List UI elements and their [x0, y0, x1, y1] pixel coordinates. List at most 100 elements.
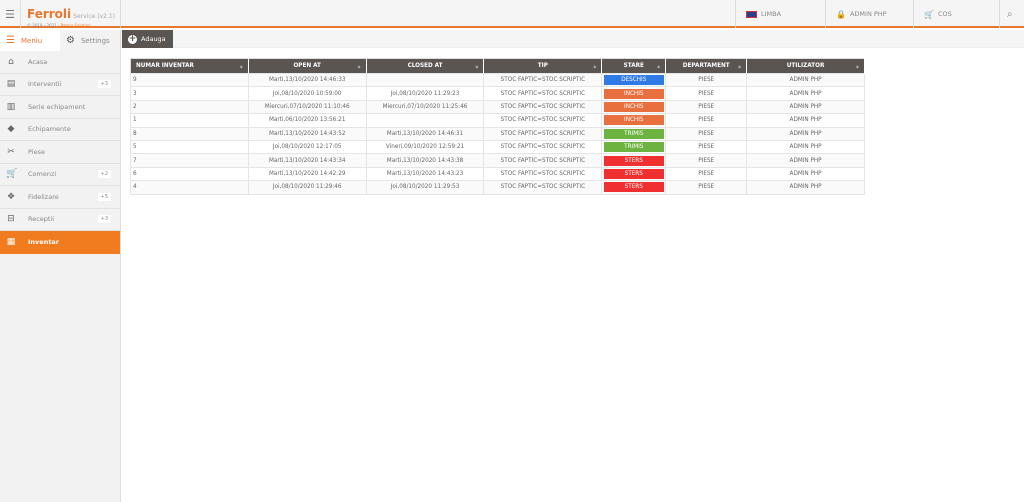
tab-menu[interactable]: ☰ Meniu	[0, 30, 60, 51]
add-label: Adauga	[141, 35, 166, 43]
top-header: ☰ Ferroli Service (v2.1) © 2019 - 2021 - …	[0, 0, 1024, 28]
table-row[interactable]: 9 Marti,13/10/2020 14:46:33 STOC FAPTIC=ST…	[130, 72, 865, 88]
column-header[interactable]: NUMAR INVENTAR	[130, 58, 249, 74]
status-badge: STERS	[603, 168, 664, 179]
table-cell: Marti,13/10/2020 14:46:31	[365, 126, 485, 141]
sidebar-item-comenzi[interactable]: 🛒 Comenzi +2	[0, 164, 120, 186]
column-header[interactable]: CLOSED AT	[366, 58, 485, 74]
toolbar: + Adauga	[121, 30, 1024, 48]
sidebar-item-acasa[interactable]: ⌂ Acasa	[0, 51, 120, 74]
sidebar-item-label: Comenzi	[28, 170, 57, 179]
column-header[interactable]: DEPARTAMENT	[665, 58, 748, 74]
search-icon[interactable]: ⌕	[999, 0, 1024, 28]
table-cell: ADMIN PHP	[746, 166, 865, 182]
column-header[interactable]: STARE	[601, 58, 667, 74]
table-row[interactable]: 3 Joi,08/10/2020 10:59:00 Joi,08/10/2020 1…	[130, 86, 865, 101]
status-badge: TRIMIS	[603, 128, 664, 139]
table-row[interactable]: 7 Marti,13/10/2020 14:43:34 Marti,13/10/20…	[130, 153, 865, 168]
language-button[interactable]: LIMBA	[735, 0, 825, 28]
uk-flag-icon	[746, 10, 757, 18]
table-cell: 4	[130, 180, 249, 195]
table-cell: ADMIN PHP	[746, 153, 865, 168]
sidebar-item-fidelizare[interactable]: ❖ Fidelizare +5	[0, 186, 120, 209]
sidebar-item-label: Interventii	[28, 80, 62, 89]
table-cell: ADMIN PHP	[746, 126, 865, 141]
inventory-table: NUMAR INVENTAROPEN ATCLOSED ATTIPSTAREDE…	[130, 58, 865, 195]
table-cell: STERS	[601, 180, 667, 195]
column-header[interactable]: OPEN AT	[248, 58, 367, 74]
main-content: + Adauga NUMAR INVENTAROPEN ATCLOSED ATTI…	[121, 30, 1024, 502]
hamburger-menu-icon[interactable]: ☰	[5, 7, 15, 21]
interventii-icon: ▤	[6, 79, 16, 90]
brand-version: Service (v2.1)	[73, 13, 116, 20]
echipamente-icon: ◆	[7, 124, 15, 135]
brand-logo[interactable]: Ferroli Service (v2.1) © 2019 - 2021 - Pa…	[20, 0, 121, 28]
receptii-icon: ⊟	[7, 214, 15, 225]
tab-menu-label: Meniu	[20, 36, 43, 45]
user-button[interactable]: 🔒 ADMIN PHP	[825, 0, 913, 28]
sidebar-item-interventii[interactable]: ▤ Interventii +3	[0, 74, 120, 96]
sidebar-item-echipamente[interactable]: ◆ Echipamente	[0, 119, 120, 141]
inventar-icon: ▦	[6, 237, 16, 248]
table-cell: Vineri,09/10/2020 12:59:21	[365, 139, 485, 155]
table-row[interactable]: 6 Marti,13/10/2020 14:42:29 Marti,13/10/20…	[130, 166, 865, 182]
sidebar-item-label: Serie echipament	[28, 102, 86, 111]
table-cell: PIESE	[665, 153, 748, 168]
count-badge: +3	[97, 80, 111, 89]
table-row[interactable]: 5 Joi,08/10/2020 12:17:05 Vineri,09/10/202…	[130, 139, 865, 155]
company-name: Pamro Solution	[60, 23, 91, 28]
table-cell: PIESE	[665, 86, 748, 101]
table-cell: ADMIN PHP	[746, 72, 865, 88]
table-cell: TRIMIS	[601, 139, 667, 155]
table-cell: 1	[130, 113, 249, 128]
table-row[interactable]: 2 Miercuri,07/10/2020 11:10:46 Miercuri,07…	[130, 99, 865, 115]
comenzi-icon: 🛒	[6, 169, 18, 180]
table-cell: INCHIS	[601, 113, 667, 128]
status-badge: STERS	[603, 182, 664, 193]
language-label: LIMBA	[761, 10, 782, 18]
table-cell: ADMIN PHP	[746, 113, 865, 128]
table-cell: PIESE	[665, 166, 748, 182]
sidebar-item-inventar[interactable]: ▦ Inventar	[0, 231, 120, 254]
count-badge: +2	[97, 170, 111, 179]
sidebar-item-piese[interactable]: ✂ Piese	[0, 141, 120, 164]
table-cell: STOC FAPTIC=STOC SCRIPTIC	[483, 153, 603, 168]
add-button[interactable]: + Adauga	[122, 30, 173, 48]
serie-echipament-icon: ▥	[6, 101, 16, 112]
table-cell: DESCHIS	[601, 72, 667, 88]
table-cell: ADMIN PHP	[746, 180, 865, 195]
status-badge: STERS	[603, 155, 664, 166]
table-cell: Marti,13/10/2020 14:43:52	[247, 126, 367, 141]
table-cell: INCHIS	[601, 99, 667, 115]
sidebar: ☰ Meniu ⚙ Settings ⌂ Acasa ▤ Interventii +3 ▥ Se…	[0, 30, 121, 502]
table-cell: INCHIS	[601, 86, 667, 101]
status-badge: INCHIS	[603, 88, 664, 99]
table-cell	[365, 72, 485, 88]
column-header[interactable]: TIP	[483, 58, 603, 74]
table-row[interactable]: 8 Marti,13/10/2020 14:43:52 Marti,13/10/20…	[130, 126, 865, 141]
sidebar-item-receptii[interactable]: ⊟ Receptii +3	[0, 209, 120, 231]
table-cell	[365, 113, 485, 128]
column-header[interactable]: UTILIZATOR	[746, 58, 865, 74]
sidebar-item-serie-echipament[interactable]: ▥ Serie echipament	[0, 96, 120, 119]
table-cell: ADMIN PHP	[746, 86, 865, 101]
copyright: © 2019 - 2021 - Pamro Solution	[27, 23, 120, 28]
table-cell: STOC FAPTIC=STOC SCRIPTIC	[483, 113, 603, 128]
sidebar-item-label: Piese	[28, 147, 45, 156]
table-cell: Marti,06/10/2020 13:56:21	[247, 113, 367, 128]
sidebar-item-label: Echipamente	[28, 125, 71, 134]
lock-icon: 🔒	[836, 9, 846, 19]
tab-settings[interactable]: ⚙ Settings	[60, 30, 120, 51]
table-cell: ADMIN PHP	[746, 139, 865, 155]
status-badge: TRIMIS	[603, 142, 664, 153]
table-cell: PIESE	[665, 126, 748, 141]
table-row[interactable]: 1 Marti,06/10/2020 13:56:21 STOC FAPTIC=ST…	[130, 113, 865, 128]
copyright-text: © 2019 - 2021 -	[27, 23, 61, 28]
table-cell: 8	[130, 126, 249, 141]
table-cell: PIESE	[665, 180, 748, 195]
cart-button[interactable]: 🛒 COS	[913, 0, 999, 28]
table-cell: Marti,13/10/2020 14:46:33	[247, 72, 367, 88]
table-cell: STOC FAPTIC=STOC SCRIPTIC	[483, 139, 603, 155]
tab-settings-label: Settings	[80, 36, 110, 45]
table-row[interactable]: 4 Joi,08/10/2020 11:29:46 Joi,08/10/2020 1…	[130, 180, 865, 195]
